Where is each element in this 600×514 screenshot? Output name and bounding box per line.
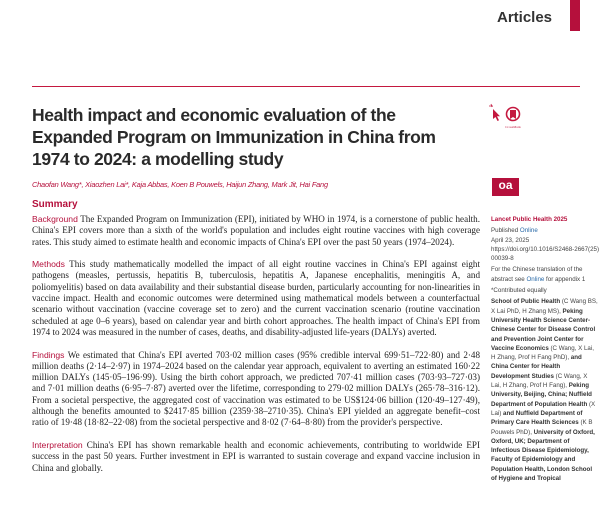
section-text: This study mathematically modelled the i… — [32, 259, 480, 337]
abstract-findings: Findings We estimated that China's EPI a… — [32, 350, 480, 429]
affiliations: School of Public Health (C Wang BS, X La… — [491, 298, 598, 483]
institution-name: and Nuffield Department of Primary Care … — [491, 409, 583, 427]
section-label: Interpretation — [32, 439, 83, 450]
institution-name: Peking University, Beijing, China; Nuffi… — [491, 382, 592, 408]
contributed-note: *Contributed equally — [491, 287, 547, 295]
section-text: We estimated that China's EPI averted 70… — [32, 349, 480, 428]
published-label: Published — [491, 227, 520, 235]
translation-link[interactable]: Online — [526, 275, 545, 283]
section-color-bar — [570, 0, 580, 31]
doi-link[interactable]: https://doi.org/10.1016/S2468-2667(25)00… — [491, 245, 600, 263]
translation-text: For the Chinese translation of the abstr… — [491, 266, 583, 283]
svg-text:CrossMark: CrossMark — [505, 125, 521, 129]
section-text: The Expanded Program on Immunization (EP… — [32, 214, 480, 247]
publication-info: Published Online April 23, 2025 https://do… — [491, 226, 599, 263]
summary-heading: Summary — [32, 199, 78, 210]
section-label: Articles — [497, 9, 553, 26]
translation-text: for appendix 1 — [544, 275, 586, 283]
sidebar: Lancet Public Health 2025 Published Onli… — [491, 215, 599, 485]
author-list: Chaofan Wang*, Xiaozhen Lai*, Kaja Abbas… — [32, 180, 328, 189]
online-link[interactable]: Online — [519, 227, 538, 235]
header-divider — [32, 86, 580, 87]
institution-name: University of Oxford, Oxford, UK; Depart… — [491, 428, 595, 483]
crossmark-icon[interactable]: CrossMark — [488, 103, 528, 133]
institution-name: School of Public Health — [491, 298, 561, 306]
section-label: Background — [32, 214, 78, 224]
abstract-background: Background The Expanded Program on Immun… — [32, 214, 480, 248]
institution-name: and China Center for Health Development … — [491, 354, 582, 380]
institution-name: Peking University Health Science Center-… — [491, 307, 596, 352]
section-label: Methods — [32, 259, 65, 270]
publication-date: April 23, 2025 — [491, 236, 530, 244]
article-title: Health impact and economic evaluation of… — [32, 105, 436, 169]
abstract-methods: Methods This study mathematically modell… — [32, 259, 480, 338]
open-access-logo: oa — [492, 178, 519, 196]
section-label: Findings — [32, 349, 65, 360]
abstract: Background The Expanded Program on Immun… — [32, 214, 480, 485]
journal-name: Lancet Public Health 2025 — [491, 216, 568, 223]
section-text: China's EPI has shown remarkable health … — [32, 439, 480, 473]
abstract-interpretation: Interpretation China's EPI has shown rem… — [32, 440, 480, 474]
translation-note: For the Chinese translation of the abstr… — [491, 265, 599, 284]
